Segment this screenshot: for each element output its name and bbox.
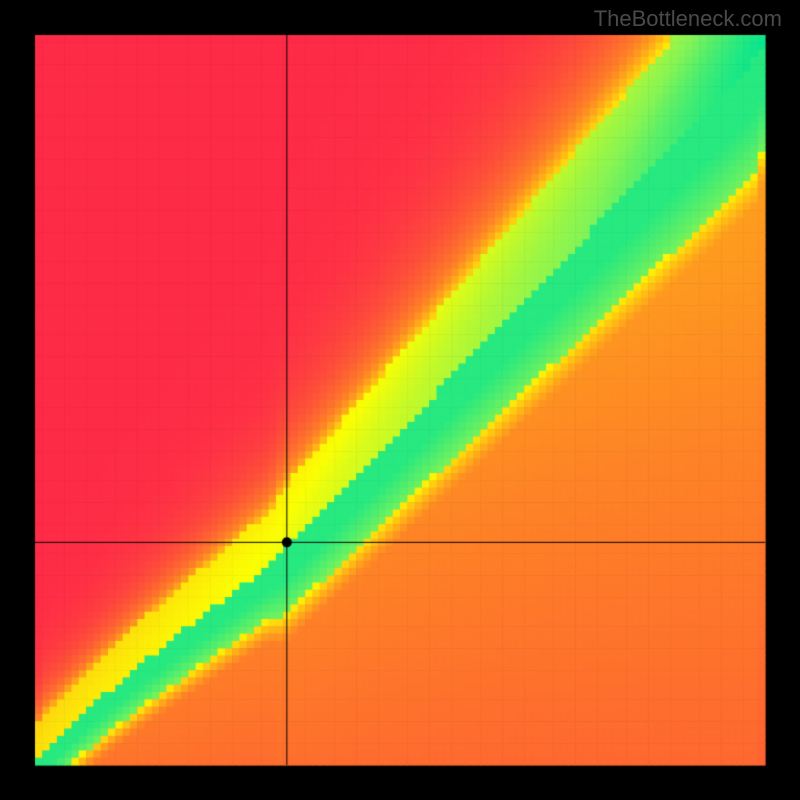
chart-container: TheBottleneck.com [0, 0, 800, 800]
watermark-text: TheBottleneck.com [594, 6, 782, 32]
bottleneck-heatmap [0, 0, 800, 800]
